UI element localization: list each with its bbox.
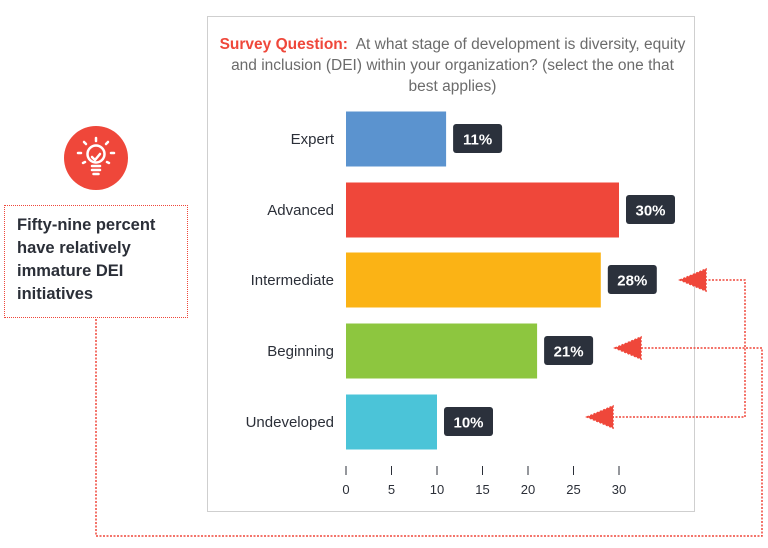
- data-label: 28%: [617, 273, 647, 290]
- category-label: Intermediate: [251, 272, 334, 289]
- category-label: Undeveloped: [246, 414, 334, 431]
- lightbulb-check-icon: [64, 126, 128, 190]
- chart-title: Survey Question: At what stage of develo…: [215, 34, 690, 97]
- data-label: 21%: [554, 344, 584, 361]
- data-label: 10%: [453, 415, 483, 432]
- title-prefix: Survey Question:: [219, 36, 348, 53]
- bar-intermediate: [346, 252, 601, 308]
- arrow-icon: [585, 404, 614, 430]
- arrow-icon: [613, 335, 642, 361]
- x-tick-label: 10: [430, 482, 444, 497]
- category-label: Expert: [291, 131, 335, 148]
- connector-intermediate-undeveloped: [612, 279, 746, 418]
- connector-lines: [95, 267, 763, 537]
- arrow-icon: [678, 267, 707, 293]
- x-tick-label: 30: [612, 482, 626, 497]
- x-tick-label: 15: [475, 482, 489, 497]
- data-label-badge: [607, 265, 657, 294]
- title-text: At what stage of development is diversit…: [231, 36, 686, 95]
- data-label-badge: [444, 407, 493, 436]
- category-label: Beginning: [267, 343, 334, 360]
- data-label: 30%: [635, 203, 665, 220]
- bar-beginning: [346, 323, 538, 379]
- chart-frame: [207, 16, 695, 512]
- bar-advanced: [346, 182, 619, 238]
- x-tick-label: 20: [521, 482, 535, 497]
- bar-expert: [346, 111, 447, 167]
- callout-text: Fifty-nine percent have relatively immat…: [17, 216, 156, 303]
- callout-box: Fifty-nine percent have relatively immat…: [4, 205, 188, 318]
- data-label-badge: [626, 195, 675, 224]
- data-label-badge: [544, 336, 594, 365]
- x-tick-label: 5: [388, 482, 395, 497]
- data-label: 11%: [463, 132, 492, 149]
- x-tick-label: 25: [566, 482, 580, 497]
- bar-undeveloped: [346, 394, 437, 450]
- x-tick-label: 0: [342, 482, 349, 497]
- category-label: Advanced: [267, 202, 334, 219]
- connector-callout-beginning: [95, 319, 763, 537]
- data-label-badge: [453, 124, 503, 153]
